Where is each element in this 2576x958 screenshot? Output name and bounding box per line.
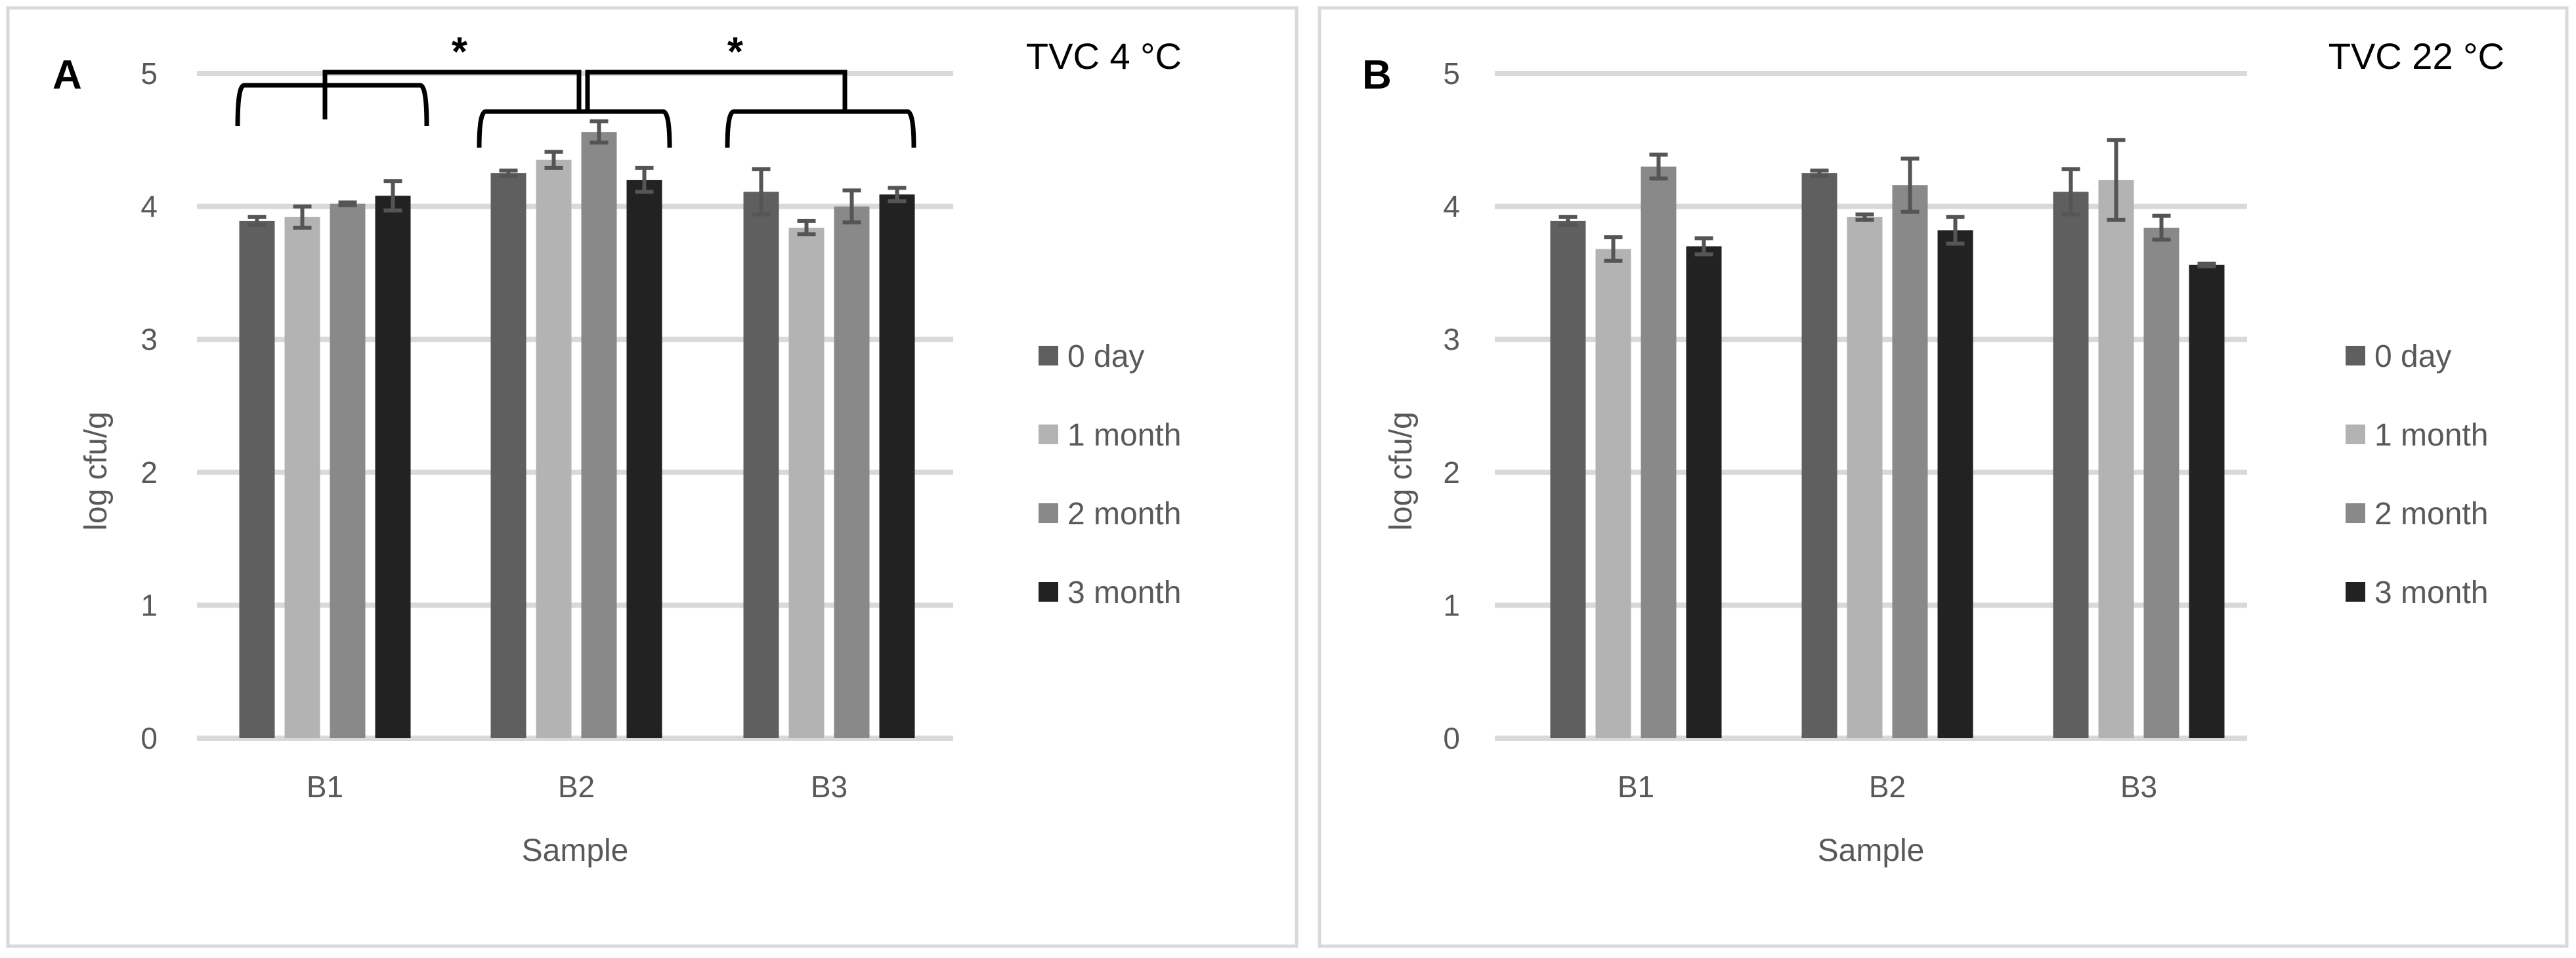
- bar-b1-0-day: [1550, 220, 1586, 738]
- bar-b1-1-month: [1595, 249, 1631, 738]
- significance-asterisk: *: [452, 30, 468, 75]
- bar-b3-2-month: [834, 206, 870, 739]
- panel-letter: B: [1362, 52, 1392, 98]
- x-tick-label: B1: [1618, 770, 1654, 804]
- bar-b3-3-month: [879, 194, 915, 739]
- bar-b2-0-day: [1801, 173, 1837, 738]
- bar-b2-3-month: [1937, 230, 1973, 738]
- y-tick-label: 3: [140, 322, 158, 356]
- significance-bracket: [235, 83, 429, 127]
- bar-b2-1-month: [536, 159, 572, 738]
- y-tick-label: 2: [140, 455, 158, 489]
- x-axis-title: Sample: [1818, 833, 1925, 868]
- legend-label: 0 day: [1067, 339, 1144, 374]
- bar-b1-3-month: [1686, 246, 1722, 738]
- y-tick-label: 4: [1443, 190, 1460, 224]
- legend-label: 3 month: [2374, 575, 2488, 610]
- legend-label: 0 day: [2374, 339, 2451, 374]
- bar-b3-2-month: [2143, 228, 2179, 738]
- legend-swatch: [1039, 425, 1058, 444]
- chart-panel-a: 0 1 2 3 4 5 B1 B2 B3 Sample log cfu/g A TVC 4 °C 0 da…: [6, 6, 1299, 948]
- bar-b2-3-month: [626, 180, 662, 739]
- significance-connector: [585, 70, 848, 112]
- significance-asterisk: *: [727, 30, 744, 75]
- bar-b3-3-month: [2189, 264, 2225, 738]
- bar-b3-1-month: [2098, 180, 2134, 739]
- bar-b1-2-month: [330, 203, 366, 739]
- y-tick-label: 5: [140, 56, 158, 91]
- x-axis-title: Sample: [522, 833, 629, 868]
- x-tick-label: B2: [1869, 770, 1906, 804]
- bar-b1-1-month: [284, 217, 320, 739]
- chart-title: TVC 4 °C: [1026, 35, 1182, 77]
- legend-label: 1 month: [2374, 418, 2488, 453]
- y-tick-label: 4: [140, 190, 158, 224]
- legend-swatch: [2346, 582, 2365, 602]
- y-tick-label: 2: [1443, 455, 1460, 489]
- significance-bracket: [725, 109, 916, 148]
- x-tick-label: B1: [307, 770, 343, 804]
- legend-swatch: [2346, 425, 2365, 444]
- bar-b3-1-month: [788, 228, 825, 738]
- legend-label: 2 month: [2374, 497, 2488, 531]
- y-axis-title: log cfu/g: [1384, 411, 1419, 530]
- bar-b3-0-day: [743, 192, 779, 739]
- bar-b2-2-month: [581, 132, 617, 739]
- legend-label: 2 month: [1067, 497, 1181, 531]
- legend-swatch: [1039, 582, 1058, 602]
- significance-connector: [322, 70, 582, 119]
- significance-bracket: [477, 109, 672, 148]
- x-tick-label: B2: [558, 770, 595, 804]
- bar-b3-0-day: [2053, 192, 2089, 739]
- y-tick-label: 0: [140, 721, 158, 755]
- bar-b2-1-month: [1847, 217, 1883, 739]
- legend-swatch: [1039, 503, 1058, 523]
- y-axis-title: log cfu/g: [79, 411, 114, 530]
- x-tick-label: B3: [811, 770, 848, 804]
- panel-letter: A: [53, 52, 82, 98]
- y-tick-label: 5: [1443, 56, 1460, 91]
- legend-swatch: [2346, 346, 2365, 365]
- legend-swatch: [2346, 503, 2365, 523]
- y-tick-label: 1: [1443, 588, 1460, 622]
- bar-b1-3-month: [375, 196, 411, 739]
- x-tick-label: B3: [2120, 770, 2157, 804]
- bar-b1-2-month: [1641, 166, 1677, 738]
- y-tick-label: 3: [1443, 322, 1460, 356]
- y-tick-label: 1: [140, 588, 158, 622]
- legend-label: 3 month: [1067, 575, 1181, 610]
- legend-label: 1 month: [1067, 418, 1181, 453]
- bar-b1-0-day: [239, 220, 275, 738]
- y-tick-label: 0: [1443, 721, 1460, 755]
- bar-b2-2-month: [1892, 185, 1928, 739]
- bar-b2-0-day: [490, 173, 526, 738]
- chart-title: TVC 22 °C: [2329, 35, 2504, 77]
- chart-panel-b: 0 1 2 3 4 5 B1 B2 B3 Sample log cfu/g B TVC 22 °C 0 d…: [1318, 6, 2569, 948]
- legend-swatch: [1039, 346, 1058, 365]
